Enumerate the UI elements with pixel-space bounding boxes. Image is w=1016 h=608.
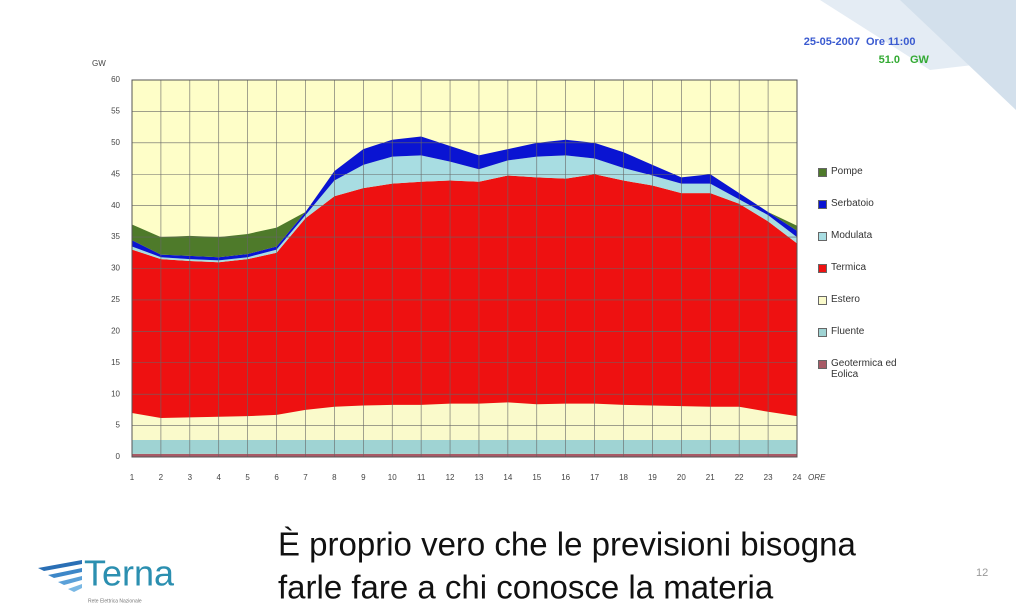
legend-swatch <box>818 264 827 273</box>
legend-item: Modulata <box>818 230 968 241</box>
caption-line: farle fare a chi conosce la materia <box>278 569 774 606</box>
y-tick-label: 20 <box>111 326 120 335</box>
areas <box>132 136 797 457</box>
x-tick-label: 19 <box>648 473 657 482</box>
legend-swatch <box>818 168 827 177</box>
legend-item: Termica <box>818 262 968 273</box>
page-number: 12 <box>976 567 988 579</box>
legend-swatch <box>818 200 827 209</box>
area <box>132 136 797 258</box>
legend-swatch <box>818 360 827 369</box>
area <box>132 402 797 441</box>
legend-item: Serbatoio <box>818 198 968 209</box>
x-tick-label: 24 <box>793 473 802 482</box>
legend-item: Pompe <box>818 166 968 177</box>
y-tick-label: 25 <box>111 295 120 304</box>
area <box>132 174 797 419</box>
x-tick-label: 13 <box>475 473 484 482</box>
x-tick-label: 17 <box>590 473 599 482</box>
plot-border <box>131 79 798 458</box>
logo-tagline: Rete Elettrica Nazionale <box>88 598 142 604</box>
legend-label: Termica <box>831 262 867 273</box>
caption-line: È proprio vero che le previsioni bisogna <box>278 526 856 563</box>
legend-label: Geotermica ed Eolica <box>831 358 897 380</box>
x-tick-label: 5 <box>245 473 250 482</box>
y-tick-label: 10 <box>111 389 120 398</box>
decor <box>900 0 1016 110</box>
x-tick-label: 11 <box>417 473 426 482</box>
y-tick-label: 50 <box>111 138 120 147</box>
y-tick-label: 60 <box>111 75 120 84</box>
legend-item: Estero <box>818 294 968 305</box>
area <box>132 440 797 454</box>
x-tick-label: 1 <box>130 473 135 482</box>
logo-name: Terna <box>84 553 175 594</box>
x-tick-label: 21 <box>706 473 715 482</box>
x-tick-label: 16 <box>561 473 570 482</box>
x-tick-label: 6 <box>274 473 279 482</box>
x-tick-label: 9 <box>361 473 366 482</box>
x-tick-label: 14 <box>503 473 512 482</box>
load-unit: GW <box>910 54 930 66</box>
x-tick-label: 3 <box>188 473 193 482</box>
y-axis-label: GW <box>92 59 106 68</box>
y-tick-label: 5 <box>116 421 121 430</box>
legend-swatch <box>818 328 827 337</box>
legend-label: Estero <box>831 294 860 305</box>
date: 25-05-2007 <box>804 36 860 48</box>
y-tick-label: 30 <box>111 264 120 273</box>
x-tick-label: 10 <box>388 473 397 482</box>
x-tick-label: 15 <box>532 473 541 482</box>
x-tick-label: 18 <box>619 473 628 482</box>
y-tick-label: 55 <box>111 107 120 116</box>
x-tick-label: 7 <box>303 473 308 482</box>
x-tick-label: 8 <box>332 473 337 482</box>
x-tick-label: 20 <box>677 473 686 482</box>
x-tick-label: 23 <box>764 473 773 482</box>
area <box>132 136 797 261</box>
y-tick-label: 15 <box>111 358 120 367</box>
load: 51.0 <box>879 54 900 66</box>
legend-item: Geotermica ed Eolica <box>818 358 968 380</box>
legend-label: Modulata <box>831 230 873 241</box>
legend-swatch <box>818 296 827 305</box>
x-tick-label: 4 <box>217 473 222 482</box>
x-axis-label: ORE <box>808 473 826 482</box>
legend-swatch <box>818 232 827 241</box>
area <box>132 155 797 263</box>
legend-item: Fluente <box>818 326 968 337</box>
y-tick-label: 40 <box>111 201 120 210</box>
x-tick-label: 22 <box>735 473 744 482</box>
legend-label: Pompe <box>831 166 863 177</box>
legend-label: Serbatoio <box>831 198 874 209</box>
x-tick-label: 2 <box>159 473 164 482</box>
legend-label: Fluente <box>831 326 865 337</box>
logo <box>38 560 82 592</box>
time: Ore 11:00 <box>866 36 916 48</box>
y-tick-label: 35 <box>111 232 120 241</box>
area <box>132 453 797 457</box>
y-tick-label: 0 <box>116 452 121 461</box>
y-tick-label: 45 <box>111 169 120 178</box>
x-tick-label: 12 <box>446 473 455 482</box>
